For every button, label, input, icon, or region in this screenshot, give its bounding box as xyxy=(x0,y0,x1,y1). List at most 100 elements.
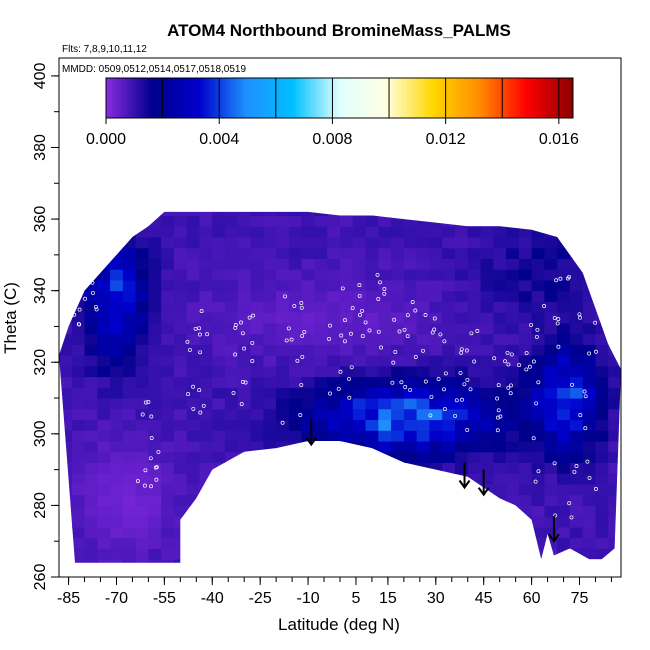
field-cell xyxy=(199,211,213,217)
field-cell xyxy=(340,301,354,313)
field-cell xyxy=(506,483,520,496)
field-cell xyxy=(493,226,507,238)
field-cell xyxy=(250,516,264,528)
field-cell xyxy=(403,548,418,560)
field-cell xyxy=(263,376,277,388)
field-cell xyxy=(174,441,188,453)
y-tick-label: 320 xyxy=(32,349,49,376)
field-cell xyxy=(467,430,482,442)
colorbar-segment xyxy=(447,78,451,118)
sample-point xyxy=(428,413,433,418)
field-cell xyxy=(71,441,86,453)
sample-point xyxy=(408,387,413,392)
field-cell xyxy=(416,247,430,259)
field-cell xyxy=(544,211,558,217)
field-cell xyxy=(174,516,188,528)
field-cell xyxy=(493,516,507,528)
field-cell xyxy=(84,419,98,431)
sample-point xyxy=(198,410,203,415)
field-cell xyxy=(608,365,621,378)
field-cell xyxy=(365,247,379,259)
field-cell xyxy=(237,279,252,292)
field-cell xyxy=(135,376,149,388)
field-cell xyxy=(314,322,328,335)
field-cell xyxy=(582,430,597,442)
field-cell xyxy=(595,398,609,410)
field-cell xyxy=(352,312,367,324)
field-cell xyxy=(199,237,213,249)
field-cell xyxy=(480,526,494,539)
field-cell xyxy=(518,290,533,302)
sample-point xyxy=(554,278,559,283)
field-cell xyxy=(237,290,252,302)
field-layer xyxy=(59,194,621,563)
field-cell xyxy=(467,505,482,517)
field-cell xyxy=(314,537,328,549)
field-cell xyxy=(97,269,111,281)
field-cell xyxy=(186,355,201,367)
field-cell xyxy=(174,398,188,410)
field-cell xyxy=(391,419,405,431)
field-cell xyxy=(506,408,520,421)
field-cell xyxy=(314,355,328,367)
field-cell xyxy=(569,376,584,388)
field-cell xyxy=(378,215,392,227)
field-cell xyxy=(135,247,149,259)
field-cell xyxy=(544,462,558,474)
colorbar-segment xyxy=(511,78,516,118)
field-cell xyxy=(544,526,558,539)
field-cell xyxy=(352,355,367,367)
field-cell xyxy=(148,516,162,528)
colorbar-segment xyxy=(251,78,256,118)
field-cell xyxy=(595,269,609,281)
colorbar-segment xyxy=(377,78,381,118)
field-cell xyxy=(123,194,136,205)
field-cell xyxy=(467,279,482,292)
colorbar-segment xyxy=(114,78,119,118)
field-cell xyxy=(288,430,303,442)
field-cell xyxy=(84,451,98,463)
field-cell xyxy=(84,505,98,517)
sample-point xyxy=(438,332,443,337)
field-cell xyxy=(148,376,162,388)
field-cell xyxy=(314,269,328,281)
field-cell xyxy=(199,408,213,421)
field-cell xyxy=(416,211,430,217)
colorbar-segment xyxy=(135,78,139,118)
field-cell xyxy=(225,269,239,281)
field-cell xyxy=(237,387,252,399)
colorbar-segment xyxy=(505,78,510,118)
field-cell xyxy=(352,226,367,238)
field-cell xyxy=(518,211,533,217)
field-cell xyxy=(199,226,213,238)
field-cell xyxy=(148,419,162,431)
field-cell xyxy=(518,451,533,463)
colorbar-segment xyxy=(257,78,262,118)
field-cell xyxy=(544,451,558,463)
field-cell xyxy=(59,312,73,324)
field-cell xyxy=(110,516,124,528)
field-cell xyxy=(582,398,597,410)
field-cell xyxy=(122,333,137,345)
field-cell xyxy=(429,365,443,378)
field-cell xyxy=(225,355,239,367)
field-cell xyxy=(250,483,264,496)
field-cell xyxy=(199,483,213,496)
field-cell xyxy=(378,376,392,388)
field-cell xyxy=(595,376,609,388)
y-tick-label: 400 xyxy=(32,62,49,89)
field-cell xyxy=(110,301,124,313)
sample-point xyxy=(80,280,85,284)
field-cell xyxy=(71,462,86,474)
field-cell xyxy=(455,419,469,431)
field-cell xyxy=(110,226,124,238)
field-cell xyxy=(148,559,162,563)
field-cell xyxy=(84,408,98,421)
field-cell xyxy=(493,322,507,335)
field-cell xyxy=(250,269,264,281)
field-cell xyxy=(237,258,252,270)
field-cell xyxy=(250,451,264,463)
sample-point xyxy=(300,333,305,338)
field-cell xyxy=(531,548,545,560)
colorbar-segment xyxy=(537,78,542,118)
